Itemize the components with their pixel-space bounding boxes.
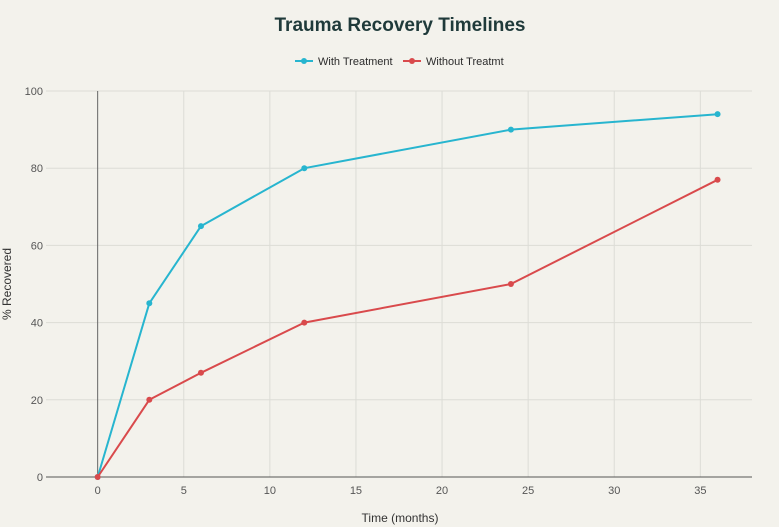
y-tick-label-0: 0 xyxy=(37,472,43,484)
series-2-point-5 xyxy=(714,176,721,183)
legend-label-1: With Treatment xyxy=(318,56,393,68)
series-1-point-2 xyxy=(197,223,204,230)
y-tick-label-100: 100 xyxy=(25,86,43,98)
legend-label-2: Without Treatmt xyxy=(426,56,504,68)
y-tick-label-40: 40 xyxy=(31,318,43,330)
series-1-point-3 xyxy=(301,165,308,172)
chart-title: Trauma Recovery Timelines xyxy=(275,15,526,36)
legend-swatch-marker-1 xyxy=(301,58,307,64)
y-tick-label-80: 80 xyxy=(31,163,43,175)
series-layer xyxy=(94,111,721,480)
series-2-point-4 xyxy=(507,281,514,287)
series-2-point-2 xyxy=(197,369,204,376)
series-2-point-0 xyxy=(94,474,101,480)
series-line-2 xyxy=(96,178,719,478)
x-tick-label-30: 30 xyxy=(608,485,620,497)
x-tick-label-20: 20 xyxy=(436,485,448,497)
legend: With Treatment Without Treatmt xyxy=(295,56,504,68)
series-2-point-1 xyxy=(146,396,153,403)
series-1-point-1 xyxy=(146,300,153,307)
x-tick-label-25: 25 xyxy=(522,485,534,497)
x-tick-label-10: 10 xyxy=(264,485,276,497)
y-axis-label: % Recovered xyxy=(0,248,14,320)
series-2-point-3 xyxy=(301,319,308,326)
legend-swatch-marker-2 xyxy=(409,58,415,64)
axes: 0 5 10 15 20 25 30 35 0 20 40 60 80 100 xyxy=(25,86,752,497)
grid xyxy=(46,90,752,477)
series-1-point-4 xyxy=(507,126,514,133)
x-axis-label: Time (months) xyxy=(362,511,439,525)
y-tick-label-20: 20 xyxy=(31,395,43,407)
y-tick-label-60: 60 xyxy=(31,240,43,252)
x-tick-label-0: 0 xyxy=(95,485,101,497)
series-1-point-5 xyxy=(714,111,721,118)
x-tick-label-35: 35 xyxy=(694,485,706,497)
series-line-1 xyxy=(96,113,718,478)
x-tick-label-15: 15 xyxy=(350,485,362,497)
x-tick-label-5: 5 xyxy=(181,485,187,497)
